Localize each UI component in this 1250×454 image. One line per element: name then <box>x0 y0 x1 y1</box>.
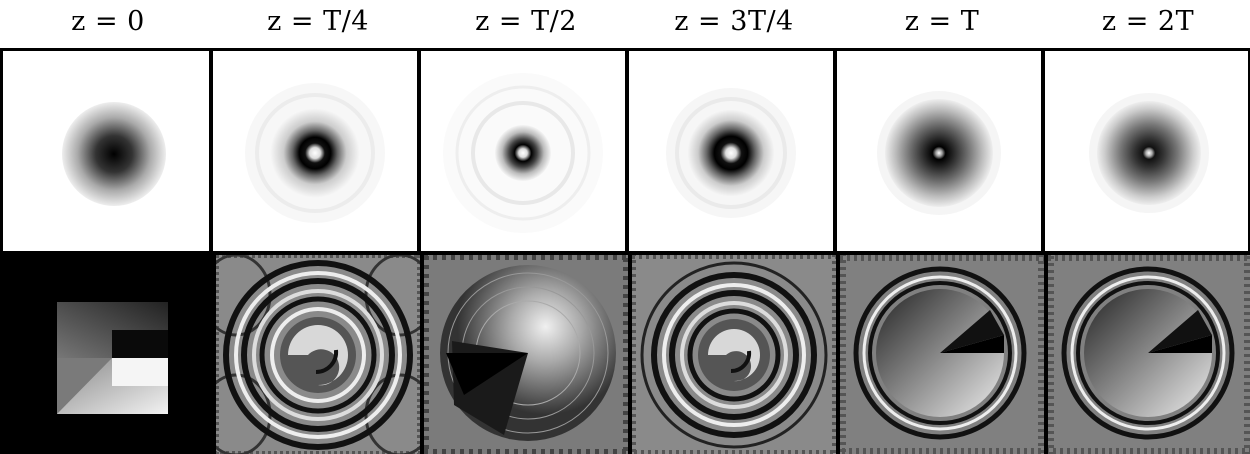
phase-image-zT <box>840 255 1044 454</box>
phase-image-z2T <box>1048 255 1250 454</box>
intensity-image-z3T4 <box>629 51 833 251</box>
phase-image-zT2 <box>424 255 628 454</box>
column-label-z3T4: z = 3T/4 <box>674 6 794 37</box>
intensity-image-zT2 <box>421 51 625 251</box>
intensity-image-zT <box>837 51 1041 251</box>
intensity-image-z0 <box>3 51 209 251</box>
phase-image-z0 <box>0 255 212 454</box>
column-label-z0: z = 0 <box>71 6 145 37</box>
image-grid <box>0 48 1250 454</box>
column-label-z2T: z = 2T <box>1101 6 1195 37</box>
column-label-zT2: z = T/2 <box>475 6 577 37</box>
column-labels: z = 0 z = T/4 z = T/2 z = 3T/4 z = T z =… <box>0 0 1250 48</box>
column-label-zT: z = T <box>904 6 980 37</box>
column-label-zT4: z = T/4 <box>267 6 369 37</box>
phase-image-zT4 <box>216 255 420 454</box>
intensity-image-z2T <box>1045 51 1248 251</box>
intensity-image-zT4 <box>213 51 417 251</box>
phase-image-z3T4 <box>632 255 836 454</box>
